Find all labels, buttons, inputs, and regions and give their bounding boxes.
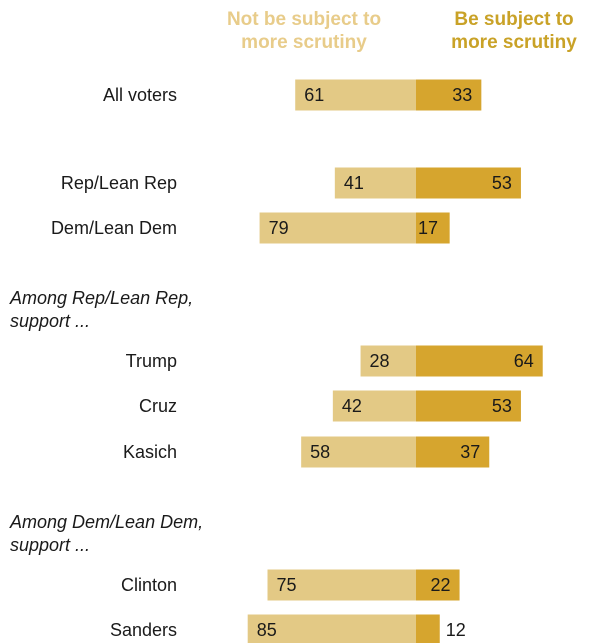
section-label-rep-line1: Among Rep/Lean Rep, [9, 288, 193, 308]
bar-not-subject-all-voters [295, 79, 416, 111]
row-label-sanders: Sanders [110, 620, 177, 640]
bar-subject-rep-lean-rep [416, 167, 521, 199]
value-not-subject-sanders: 85 [257, 620, 277, 640]
value-subject-sanders: 12 [446, 620, 466, 640]
bar-not-subject-clinton [267, 569, 416, 601]
bar-subject-dem-lean-dem [416, 212, 450, 244]
bar-not-subject-dem-lean-dem [259, 212, 416, 244]
value-not-subject-kasich: 58 [310, 442, 330, 462]
bar-subject-all-voters [416, 79, 482, 111]
value-not-subject-dem-lean-dem: 79 [269, 218, 289, 238]
bar-not-subject-rep-lean-rep [334, 167, 416, 199]
value-subject-all-voters: 33 [452, 85, 472, 105]
value-subject-cruz: 53 [492, 396, 512, 416]
row-label-cruz: Cruz [139, 396, 177, 416]
row-label-dem-lean-dem: Dem/Lean Dem [51, 218, 177, 238]
value-subject-trump: 64 [514, 351, 534, 371]
bar-not-subject-kasich [301, 436, 416, 468]
bar-subject-kasich [416, 436, 490, 468]
row-label-clinton: Clinton [121, 575, 177, 595]
value-not-subject-trump: 28 [370, 351, 390, 371]
legend-not-subject: Not be subject to more scrutiny [226, 9, 382, 53]
bar-subject-cruz [416, 390, 521, 422]
bar-subject-clinton [416, 569, 460, 601]
value-not-subject-all-voters: 61 [304, 85, 324, 105]
value-subject-kasich: 37 [460, 442, 480, 462]
section-label-dem-line1: Among Dem/Lean Dem, [9, 512, 203, 532]
bar-not-subject-trump [360, 345, 416, 377]
row-label-all-voters: All voters [103, 85, 177, 105]
bar-subject-trump [416, 345, 543, 377]
value-not-subject-cruz: 42 [342, 396, 362, 416]
row-label-kasich: Kasich [123, 442, 177, 462]
row-label-rep-lean-rep: Rep/Lean Rep [61, 173, 177, 193]
value-subject-rep-lean-rep: 53 [492, 173, 512, 193]
value-subject-dem-lean-dem: 17 [418, 218, 438, 238]
row-label-trump: Trump [126, 351, 177, 371]
bar-not-subject-cruz [332, 390, 416, 422]
value-not-subject-rep-lean-rep: 41 [344, 173, 364, 193]
section-label-dem-line2: support ... [10, 535, 90, 555]
bar-subject-sanders [416, 614, 440, 643]
value-not-subject-clinton: 75 [277, 575, 297, 595]
value-subject-clinton: 22 [431, 575, 451, 595]
legend-subject: Be subject to more scrutiny [451, 9, 577, 53]
bar-not-subject-sanders [247, 614, 416, 643]
section-label-rep-line2: support ... [10, 311, 90, 331]
